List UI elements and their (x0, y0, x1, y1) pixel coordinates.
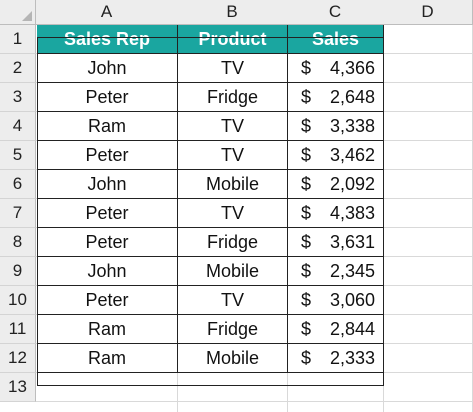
product-cell[interactable]: TV (178, 54, 288, 83)
sales-rep-cell[interactable]: John (37, 257, 178, 286)
sales-value: 2,648 (329, 86, 375, 107)
product-cell[interactable]: Fridge (178, 315, 288, 344)
sales-rep-cell[interactable]: Ram (37, 112, 178, 141)
sales-cell[interactable]: $2,092 (288, 170, 384, 199)
row-header-6[interactable]: 6 (0, 170, 36, 199)
product-cell[interactable]: TV (178, 199, 288, 228)
row-header-3[interactable]: 3 (0, 83, 36, 112)
select-all-triangle-icon (22, 11, 32, 21)
sales-value: 3,060 (329, 289, 375, 310)
sales-rep-cell[interactable]: John (37, 54, 178, 83)
sales-value: 3,462 (329, 144, 375, 165)
row-header-11[interactable]: 11 (0, 315, 36, 344)
product-cell[interactable]: Mobile (178, 344, 288, 373)
sales-cell[interactable]: $2,844 (288, 315, 384, 344)
product-cell[interactable]: TV (178, 141, 288, 170)
currency-symbol: $ (301, 57, 312, 78)
sales-cell[interactable]: $3,462 (288, 141, 384, 170)
currency-symbol: $ (301, 144, 312, 165)
sales-rep-cell[interactable]: Peter (37, 83, 178, 112)
sales-cell[interactable]: $3,338 (288, 112, 384, 141)
currency-symbol: $ (301, 173, 312, 194)
sales-cell[interactable]: $4,366 (288, 54, 384, 83)
sales-cell[interactable]: $2,333 (288, 344, 384, 373)
sales-value: 2,333 (329, 347, 375, 368)
product-cell[interactable]: Mobile (178, 170, 288, 199)
sales-cell[interactable]: $4,383 (288, 199, 384, 228)
sales-rep-cell[interactable]: Peter (37, 286, 178, 315)
currency-symbol: $ (301, 86, 312, 107)
sales-value: 2,844 (329, 318, 375, 339)
column-header-d[interactable]: D (383, 0, 473, 25)
sales-value: 3,338 (329, 115, 375, 136)
row-header-7[interactable]: 7 (0, 199, 36, 228)
currency-symbol: $ (301, 115, 312, 136)
row-header-12[interactable]: 12 (0, 344, 36, 373)
row-header-8[interactable]: 8 (0, 228, 36, 257)
column-header-c[interactable]: C (287, 0, 384, 25)
sales-value: 4,383 (329, 202, 375, 223)
sales-cell[interactable]: $2,345 (288, 257, 384, 286)
currency-symbol: $ (301, 318, 312, 339)
row-header-9[interactable]: 9 (0, 257, 36, 286)
sales-rep-cell[interactable]: Peter (37, 141, 178, 170)
table-header-cell[interactable]: Sales Rep (37, 25, 178, 54)
sales-value: 3,631 (329, 231, 375, 252)
row-header-10[interactable]: 10 (0, 286, 36, 315)
column-header-b[interactable]: B (177, 0, 288, 25)
row-header-4[interactable]: 4 (0, 112, 36, 141)
product-cell[interactable]: TV (178, 286, 288, 315)
currency-symbol: $ (301, 289, 312, 310)
select-all-corner[interactable] (0, 0, 36, 25)
column-header-a[interactable]: A (36, 0, 178, 25)
sales-value: 4,366 (329, 57, 375, 78)
sales-cell[interactable]: $2,648 (288, 83, 384, 112)
row-header-2[interactable]: 2 (0, 54, 36, 83)
sales-value: 2,092 (329, 173, 375, 194)
currency-symbol: $ (301, 231, 312, 252)
product-cell[interactable]: Fridge (178, 83, 288, 112)
row-header-13[interactable]: 13 (0, 373, 36, 402)
row-header-1[interactable]: 1 (0, 25, 36, 54)
product-cell[interactable]: Mobile (178, 257, 288, 286)
currency-symbol: $ (301, 260, 312, 281)
table-header-cell[interactable]: Product (178, 25, 288, 54)
sales-rep-cell[interactable]: Peter (37, 228, 178, 257)
sales-value: 2,345 (329, 260, 375, 281)
sales-rep-cell[interactable]: Peter (37, 199, 178, 228)
row-header-5[interactable]: 5 (0, 141, 36, 170)
sales-rep-cell[interactable]: Ram (37, 315, 178, 344)
product-cell[interactable]: Fridge (178, 228, 288, 257)
table-header-cell[interactable]: Sales (288, 25, 384, 54)
currency-symbol: $ (301, 202, 312, 223)
currency-symbol: $ (301, 347, 312, 368)
gridline-horizontal (36, 401, 473, 402)
sales-rep-cell[interactable]: John (37, 170, 178, 199)
sales-cell[interactable]: $3,060 (288, 286, 384, 315)
sales-cell[interactable]: $3,631 (288, 228, 384, 257)
product-cell[interactable]: TV (178, 112, 288, 141)
sales-rep-cell[interactable]: Ram (37, 344, 178, 373)
